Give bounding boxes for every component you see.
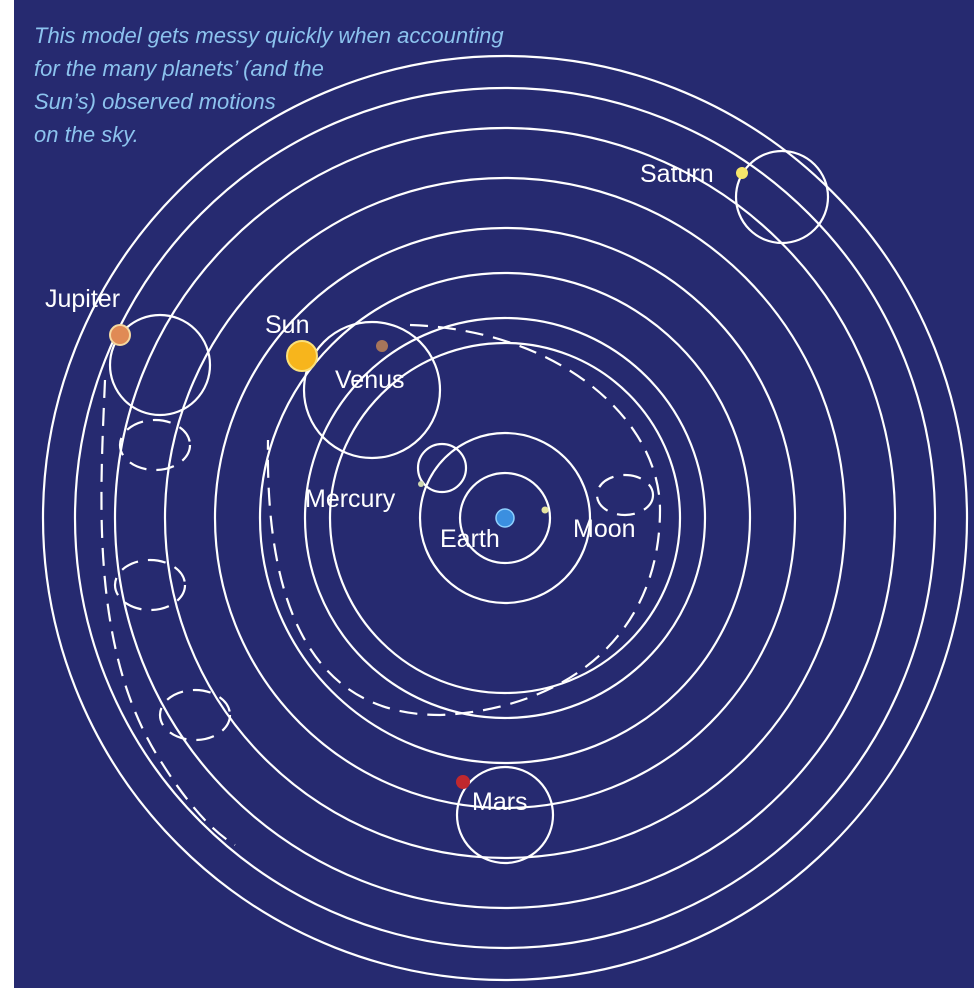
venus bbox=[376, 340, 388, 352]
diagram: This model gets messy quickly when accou… bbox=[0, 0, 974, 988]
label: Mars bbox=[472, 788, 528, 816]
label: Jupiter bbox=[45, 285, 120, 313]
label: Venus bbox=[335, 366, 405, 394]
mercury bbox=[418, 481, 424, 487]
label: Moon bbox=[573, 515, 636, 543]
background bbox=[14, 0, 974, 988]
moon bbox=[542, 507, 549, 514]
page: This model gets messy quickly when accou… bbox=[0, 0, 974, 988]
sun bbox=[287, 341, 317, 371]
caption-line: This model gets messy quickly when accou… bbox=[34, 23, 504, 48]
mars bbox=[456, 775, 470, 789]
caption-line: on the sky. bbox=[34, 122, 139, 147]
jupiter bbox=[110, 325, 130, 345]
caption-line: Sun’s) observed motions bbox=[34, 89, 276, 114]
label: Mercury bbox=[305, 485, 396, 513]
label: Saturn bbox=[640, 160, 714, 188]
label: Earth bbox=[440, 525, 500, 553]
saturn bbox=[736, 167, 748, 179]
label: Sun bbox=[265, 311, 309, 339]
caption-line: for the many planets’ (and the bbox=[34, 56, 324, 81]
